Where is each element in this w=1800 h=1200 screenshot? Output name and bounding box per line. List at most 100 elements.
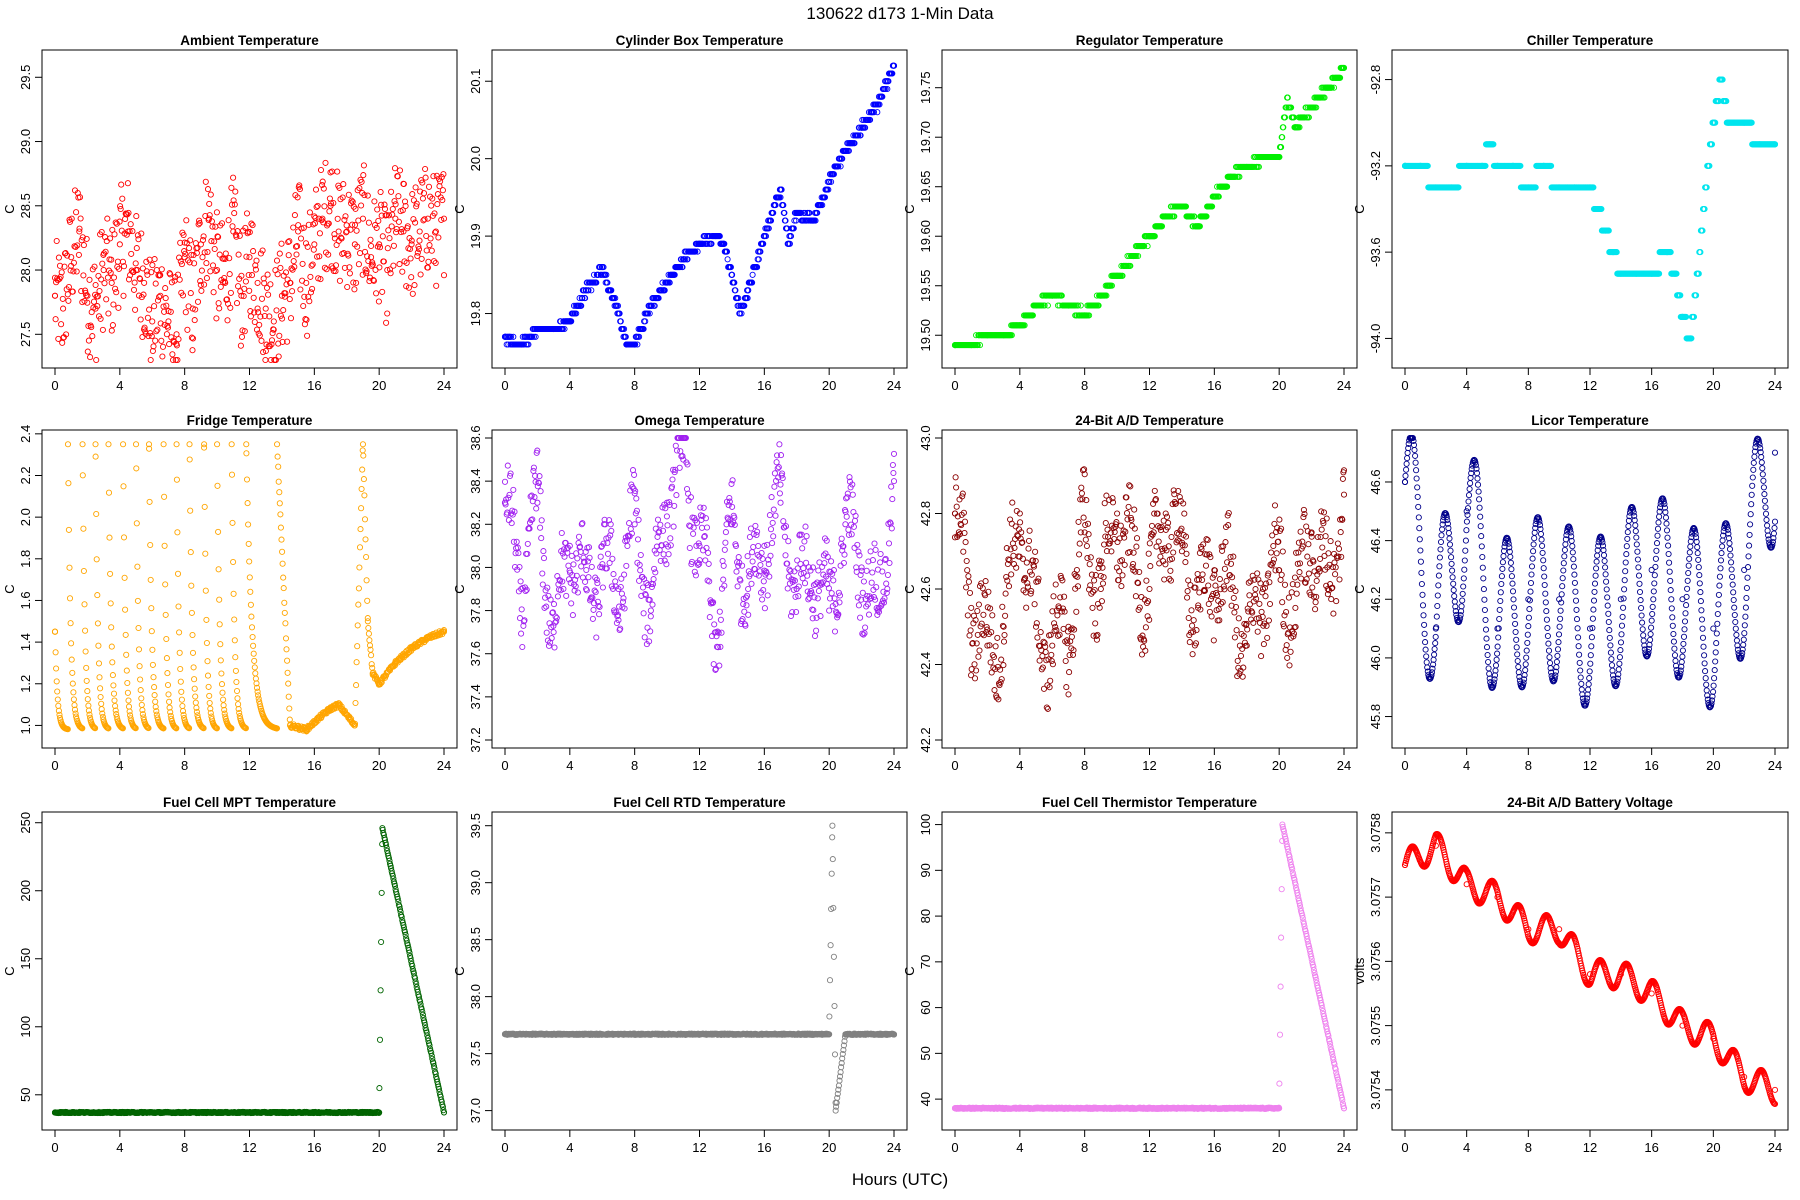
- data-point: [409, 290, 416, 297]
- data-point: [111, 697, 118, 704]
- data-point: [164, 670, 171, 677]
- data-point: [1130, 560, 1137, 568]
- data-point: [423, 232, 430, 240]
- data-point: [385, 212, 392, 219]
- data-point: [191, 260, 198, 267]
- data-point: [73, 268, 80, 275]
- data-point: [998, 656, 1005, 663]
- data-point: [692, 248, 699, 255]
- data-point: [162, 295, 169, 302]
- data-point: [95, 272, 102, 279]
- data-point: [53, 665, 60, 672]
- data-point: [1143, 577, 1150, 584]
- data-point: [215, 300, 222, 307]
- data-point: [661, 287, 668, 294]
- data-point: [319, 178, 326, 185]
- data-point: [169, 356, 177, 364]
- data-point: [214, 441, 221, 448]
- data-point: [389, 211, 396, 218]
- data-point: [230, 228, 237, 235]
- data-point: [812, 217, 819, 224]
- data-point: [1082, 536, 1089, 543]
- data-point: [137, 687, 144, 694]
- data-point: [696, 240, 703, 247]
- data-point: [346, 270, 353, 277]
- data-point: [204, 248, 211, 256]
- data-point: [439, 187, 446, 194]
- data-point: [321, 264, 328, 271]
- data-point: [340, 181, 347, 188]
- data-point: [1076, 551, 1083, 558]
- data-point: [79, 234, 86, 241]
- data-point: [634, 536, 642, 543]
- data-point: [314, 253, 321, 260]
- data-point: [251, 664, 258, 671]
- data-point: [757, 248, 764, 255]
- data-point: [177, 239, 184, 246]
- data-point: [285, 252, 292, 259]
- data-point: [351, 241, 358, 248]
- data-point: [230, 558, 237, 566]
- data-point: [784, 585, 791, 592]
- data-point: [116, 218, 123, 225]
- data-point: [813, 627, 820, 634]
- data-point: [76, 228, 83, 235]
- data-point: [250, 294, 257, 301]
- data-point: [234, 695, 241, 702]
- data-point: [953, 503, 960, 510]
- data-point: [278, 536, 285, 543]
- data-point: [317, 166, 325, 174]
- y-tick-label: 38.6: [468, 425, 483, 450]
- data-point: [769, 519, 776, 526]
- data-point: [706, 578, 713, 585]
- data-point: [157, 320, 164, 327]
- x-tick-label: 24: [437, 758, 451, 773]
- plot-frame: [1391, 49, 1789, 369]
- data-point: [642, 318, 649, 325]
- data-point: [361, 492, 368, 499]
- data-point: [749, 279, 756, 286]
- data-point: [422, 165, 429, 173]
- data-point: [545, 642, 553, 649]
- data-point: [851, 140, 858, 147]
- panel-title: Cylinder Box Temperature: [616, 33, 784, 48]
- data-point: [238, 272, 245, 279]
- data-point: [754, 264, 761, 271]
- y-tick-label: 19.8: [468, 301, 483, 326]
- data-point: [115, 304, 122, 311]
- data-point: [203, 616, 210, 623]
- data-point: [260, 275, 267, 282]
- data-point: [230, 590, 237, 597]
- data-point: [285, 680, 292, 687]
- data-point: [231, 616, 238, 623]
- data-point: [249, 222, 256, 229]
- data-point: [865, 611, 873, 618]
- data-point: [651, 565, 658, 572]
- data-point: [100, 266, 107, 274]
- data-point: [189, 335, 197, 342]
- data-point: [809, 217, 817, 224]
- data-point: [376, 264, 383, 271]
- data-point: [76, 194, 84, 201]
- data-point: [363, 268, 370, 275]
- data-point: [373, 290, 380, 297]
- data-point: [1062, 657, 1069, 665]
- data-point: [52, 649, 59, 656]
- data-point: [121, 574, 128, 581]
- data-point: [412, 219, 419, 226]
- data-point: [108, 643, 115, 650]
- data-point: [274, 453, 281, 460]
- data-point: [105, 310, 112, 317]
- data-point: [1083, 542, 1090, 550]
- data-point: [233, 233, 240, 240]
- data-point: [649, 601, 656, 608]
- x-tick-label: 0: [51, 758, 58, 773]
- data-point: [58, 269, 65, 276]
- data-point: [1142, 624, 1149, 631]
- data-point: [1009, 499, 1016, 506]
- data-point: [254, 279, 261, 286]
- x-tick-label: 24: [1337, 758, 1351, 773]
- data-point: [594, 580, 601, 587]
- data-point: [226, 271, 233, 278]
